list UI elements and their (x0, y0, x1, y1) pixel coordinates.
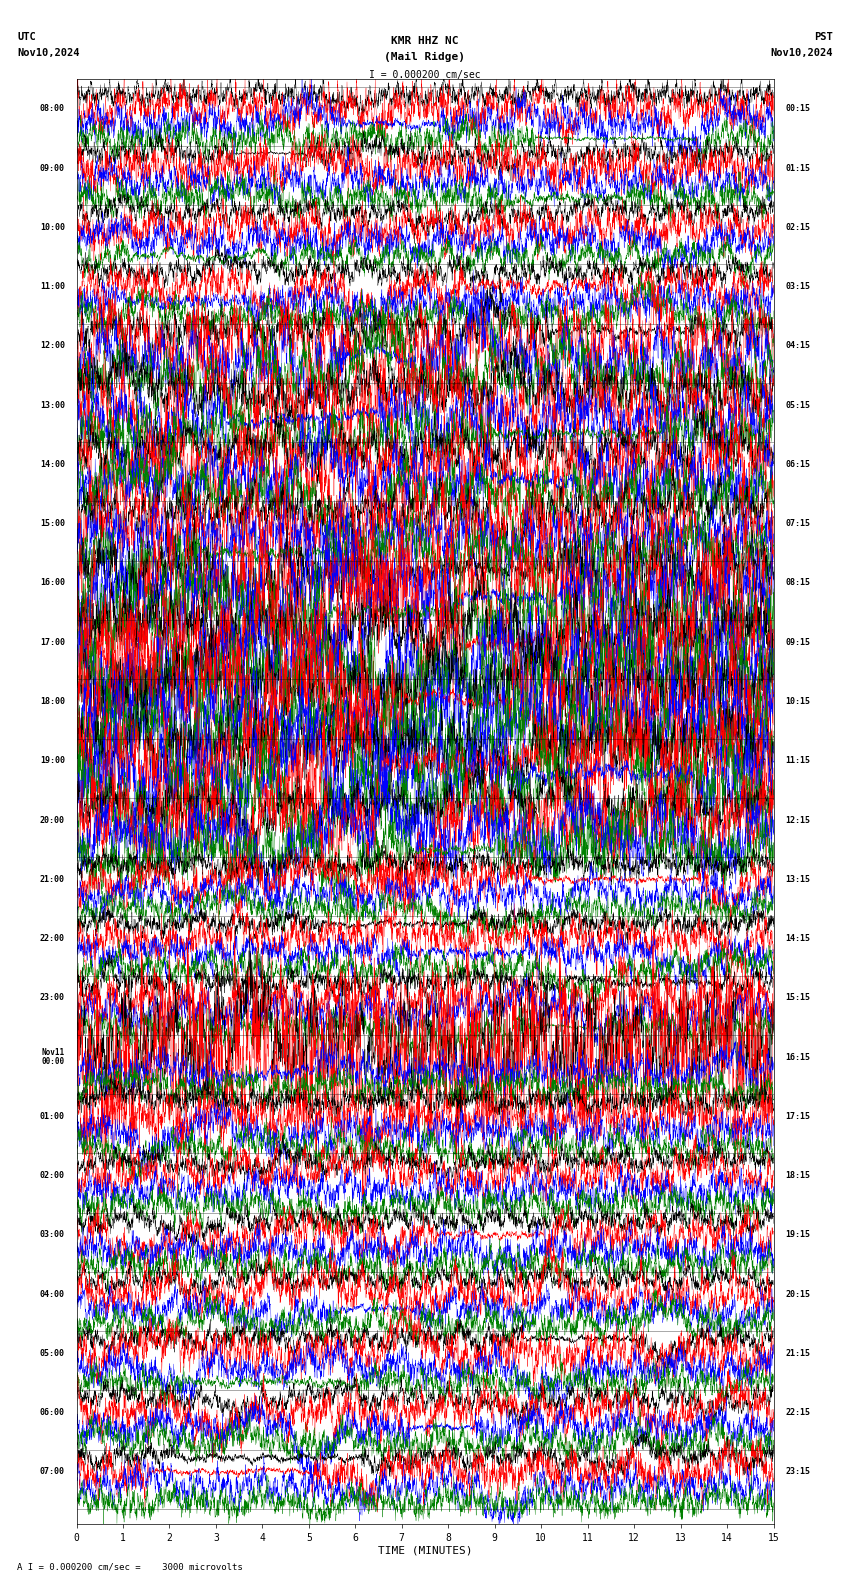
Text: 22:00: 22:00 (40, 935, 65, 942)
Text: 08:15: 08:15 (785, 578, 810, 588)
Text: KMR HHZ NC: KMR HHZ NC (391, 36, 459, 46)
Text: 07:15: 07:15 (785, 520, 810, 527)
Text: A I = 0.000200 cm/sec =    3000 microvolts: A I = 0.000200 cm/sec = 3000 microvolts (17, 1562, 243, 1571)
Text: 03:00: 03:00 (40, 1231, 65, 1239)
Text: 15:15: 15:15 (785, 993, 810, 1003)
Text: 11:00: 11:00 (40, 282, 65, 291)
X-axis label: TIME (MINUTES): TIME (MINUTES) (377, 1546, 473, 1555)
Text: 17:00: 17:00 (40, 638, 65, 646)
Text: 09:15: 09:15 (785, 638, 810, 646)
Text: 13:00: 13:00 (40, 401, 65, 410)
Text: 01:15: 01:15 (785, 163, 810, 173)
Text: 12:15: 12:15 (785, 816, 810, 825)
Text: 11:15: 11:15 (785, 756, 810, 765)
Text: I = 0.000200 cm/sec: I = 0.000200 cm/sec (369, 70, 481, 79)
Text: Nov11: Nov11 (42, 1049, 65, 1057)
Text: 06:15: 06:15 (785, 459, 810, 469)
Text: 19:15: 19:15 (785, 1231, 810, 1239)
Text: UTC: UTC (17, 32, 36, 41)
Text: 21:15: 21:15 (785, 1350, 810, 1357)
Text: 19:00: 19:00 (40, 756, 65, 765)
Text: 05:15: 05:15 (785, 401, 810, 410)
Text: 20:15: 20:15 (785, 1289, 810, 1299)
Text: 07:00: 07:00 (40, 1467, 65, 1476)
Text: 03:15: 03:15 (785, 282, 810, 291)
Text: 02:00: 02:00 (40, 1171, 65, 1180)
Text: 23:15: 23:15 (785, 1467, 810, 1476)
Text: 12:00: 12:00 (40, 342, 65, 350)
Text: (Mail Ridge): (Mail Ridge) (384, 52, 466, 62)
Text: 20:00: 20:00 (40, 816, 65, 825)
Text: 16:15: 16:15 (785, 1053, 810, 1061)
Text: 13:15: 13:15 (785, 874, 810, 884)
Text: 22:15: 22:15 (785, 1408, 810, 1418)
Text: 18:00: 18:00 (40, 697, 65, 706)
Text: 00:00: 00:00 (42, 1057, 65, 1066)
Text: 10:00: 10:00 (40, 223, 65, 231)
Text: 14:15: 14:15 (785, 935, 810, 942)
Text: 17:15: 17:15 (785, 1112, 810, 1121)
Text: Nov10,2024: Nov10,2024 (17, 48, 80, 57)
Text: 02:15: 02:15 (785, 223, 810, 231)
Text: 06:00: 06:00 (40, 1408, 65, 1418)
Text: 15:00: 15:00 (40, 520, 65, 527)
Text: 08:00: 08:00 (40, 105, 65, 114)
Text: 16:00: 16:00 (40, 578, 65, 588)
Text: 05:00: 05:00 (40, 1350, 65, 1357)
Text: Nov10,2024: Nov10,2024 (770, 48, 833, 57)
Text: 00:15: 00:15 (785, 105, 810, 114)
Text: 23:00: 23:00 (40, 993, 65, 1003)
Text: 18:15: 18:15 (785, 1171, 810, 1180)
Text: 01:00: 01:00 (40, 1112, 65, 1121)
Text: 09:00: 09:00 (40, 163, 65, 173)
Text: PST: PST (814, 32, 833, 41)
Text: 21:00: 21:00 (40, 874, 65, 884)
Text: 10:15: 10:15 (785, 697, 810, 706)
Text: 04:00: 04:00 (40, 1289, 65, 1299)
Text: 14:00: 14:00 (40, 459, 65, 469)
Text: 04:15: 04:15 (785, 342, 810, 350)
